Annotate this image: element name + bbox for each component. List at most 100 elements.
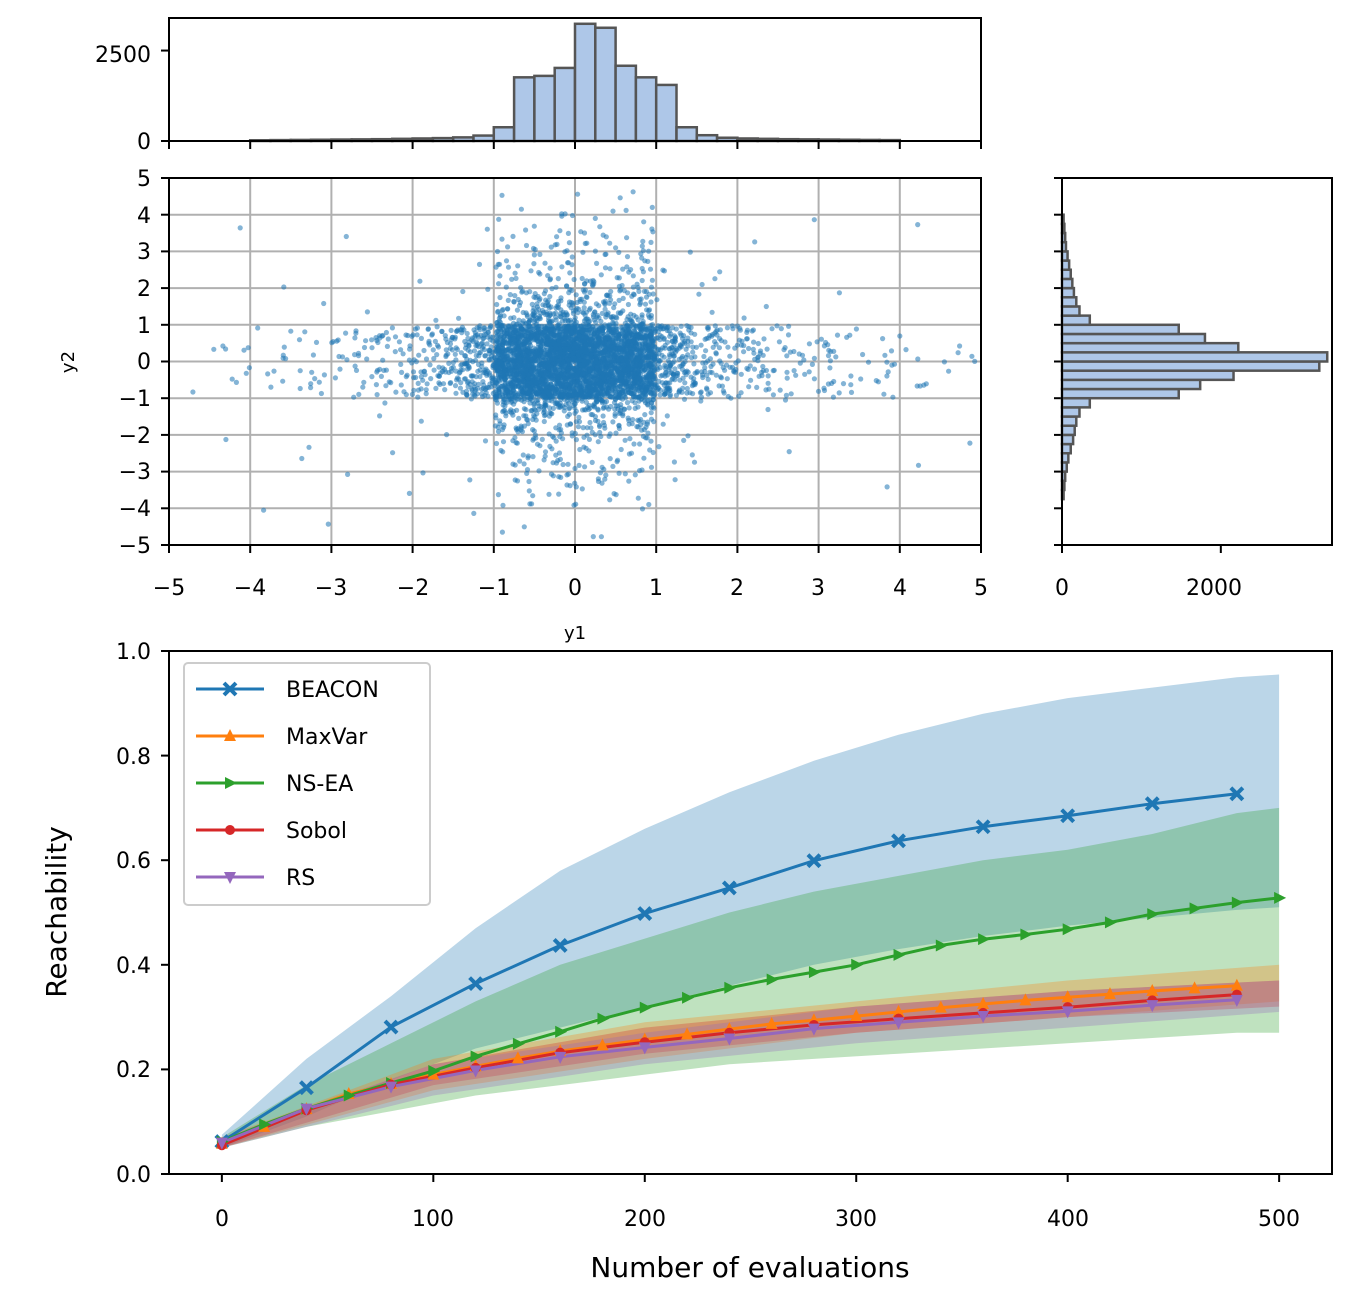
- scatter-point: [480, 379, 486, 385]
- scatter-point: [602, 476, 608, 482]
- scatter-point: [547, 265, 553, 271]
- scatter-point: [565, 230, 572, 236]
- scatter-point: [611, 305, 617, 311]
- scatter-point: [477, 327, 483, 333]
- scatter-point: [575, 191, 581, 197]
- scatter-point: [541, 324, 548, 330]
- scatter-point: [497, 294, 503, 301]
- scatter-point: [446, 369, 452, 376]
- scatter-point: [840, 381, 847, 387]
- scatter-point: [495, 308, 501, 314]
- scatter-point: [594, 323, 600, 329]
- scatter-point: [761, 336, 767, 342]
- scatter-point: [531, 428, 537, 434]
- scatter-point: [702, 365, 708, 371]
- scatter-point: [784, 369, 790, 375]
- scatter-point: [550, 460, 556, 466]
- scatter-point: [423, 356, 430, 362]
- scatter-point: [834, 332, 841, 338]
- scatter-point: [598, 272, 604, 278]
- scatter-point: [436, 373, 442, 379]
- scatter-point: [454, 377, 460, 383]
- scatter-point: [880, 336, 886, 342]
- scatter-point: [649, 277, 656, 283]
- scatter-point: [588, 376, 594, 382]
- scatter-point: [590, 534, 596, 540]
- scatter-point: [741, 343, 747, 349]
- scatter-point: [638, 300, 644, 306]
- scatter-point: [751, 350, 757, 356]
- scatter-point: [547, 293, 553, 300]
- scatter-point: [361, 344, 368, 351]
- scatter-point: [389, 325, 395, 331]
- scatter-point: [560, 461, 566, 468]
- scatter-point: [587, 419, 593, 426]
- scatter-point: [594, 260, 600, 266]
- scatter-point: [392, 349, 398, 355]
- scatter-point: [524, 313, 531, 319]
- scatter-point: [884, 373, 890, 379]
- scatter-point: [316, 379, 322, 385]
- scatter-point: [383, 329, 389, 336]
- scatter-point: [797, 360, 803, 366]
- scatter-point: [399, 369, 405, 375]
- scatter-point: [618, 331, 624, 337]
- scatter-point: [771, 367, 777, 373]
- scatter-point: [453, 390, 459, 396]
- top-histogram-bar: [594, 26, 617, 143]
- scatter-point: [848, 389, 855, 395]
- scatter-point: [562, 318, 568, 324]
- scatter-point: [853, 326, 860, 332]
- scatter-point: [616, 423, 622, 429]
- scatter-point: [479, 363, 485, 369]
- scatter-point: [280, 378, 286, 384]
- scatter-point: [452, 351, 458, 357]
- scatter-point: [446, 360, 452, 366]
- scatter-point: [434, 342, 441, 348]
- scatter-point: [735, 358, 741, 364]
- scatter-point: [557, 313, 563, 319]
- scatter-point: [713, 350, 719, 356]
- scatter-point: [513, 440, 519, 446]
- scatter-point: [848, 373, 854, 379]
- scatter-point: [821, 385, 827, 391]
- scatter-point: [497, 273, 503, 279]
- scatter-point: [501, 422, 507, 428]
- scatter-point: [622, 471, 628, 477]
- scatter-point: [875, 379, 882, 385]
- scatter-point: [526, 478, 532, 485]
- scatter-point: [580, 249, 586, 255]
- scatter-point: [784, 353, 790, 359]
- top-histogram-bar: [675, 126, 699, 143]
- scatter-point: [704, 325, 711, 331]
- scatter-point: [505, 264, 512, 270]
- scatter-point: [411, 375, 417, 381]
- scatter-point: [591, 360, 597, 366]
- scatter-point: [648, 416, 655, 422]
- scatter-point: [703, 348, 709, 354]
- scatter-point: [642, 333, 648, 339]
- scatter-point: [712, 323, 718, 329]
- scatter-point: [575, 424, 582, 430]
- scatter-point: [704, 372, 710, 378]
- scatter-point: [493, 364, 499, 370]
- scatter-point: [608, 403, 614, 410]
- scatter-point: [483, 331, 489, 337]
- scatter-point: [575, 323, 581, 329]
- scatter-point: [786, 323, 792, 329]
- scatter-point: [626, 377, 632, 384]
- scatter-point: [464, 330, 470, 337]
- scatter-point: [312, 376, 318, 382]
- scatter-point: [791, 368, 797, 374]
- scatter-point: [542, 260, 548, 266]
- scatter-point: [897, 333, 903, 339]
- scatter-point: [570, 365, 576, 371]
- scatter-point: [480, 385, 486, 391]
- scatter-point: [746, 345, 752, 352]
- scatter-point: [245, 345, 251, 351]
- scatter-point: [403, 374, 409, 380]
- scatter-point: [677, 377, 683, 383]
- scatter-point: [523, 227, 529, 233]
- scatter-point: [597, 470, 604, 476]
- scatter-point: [713, 341, 719, 347]
